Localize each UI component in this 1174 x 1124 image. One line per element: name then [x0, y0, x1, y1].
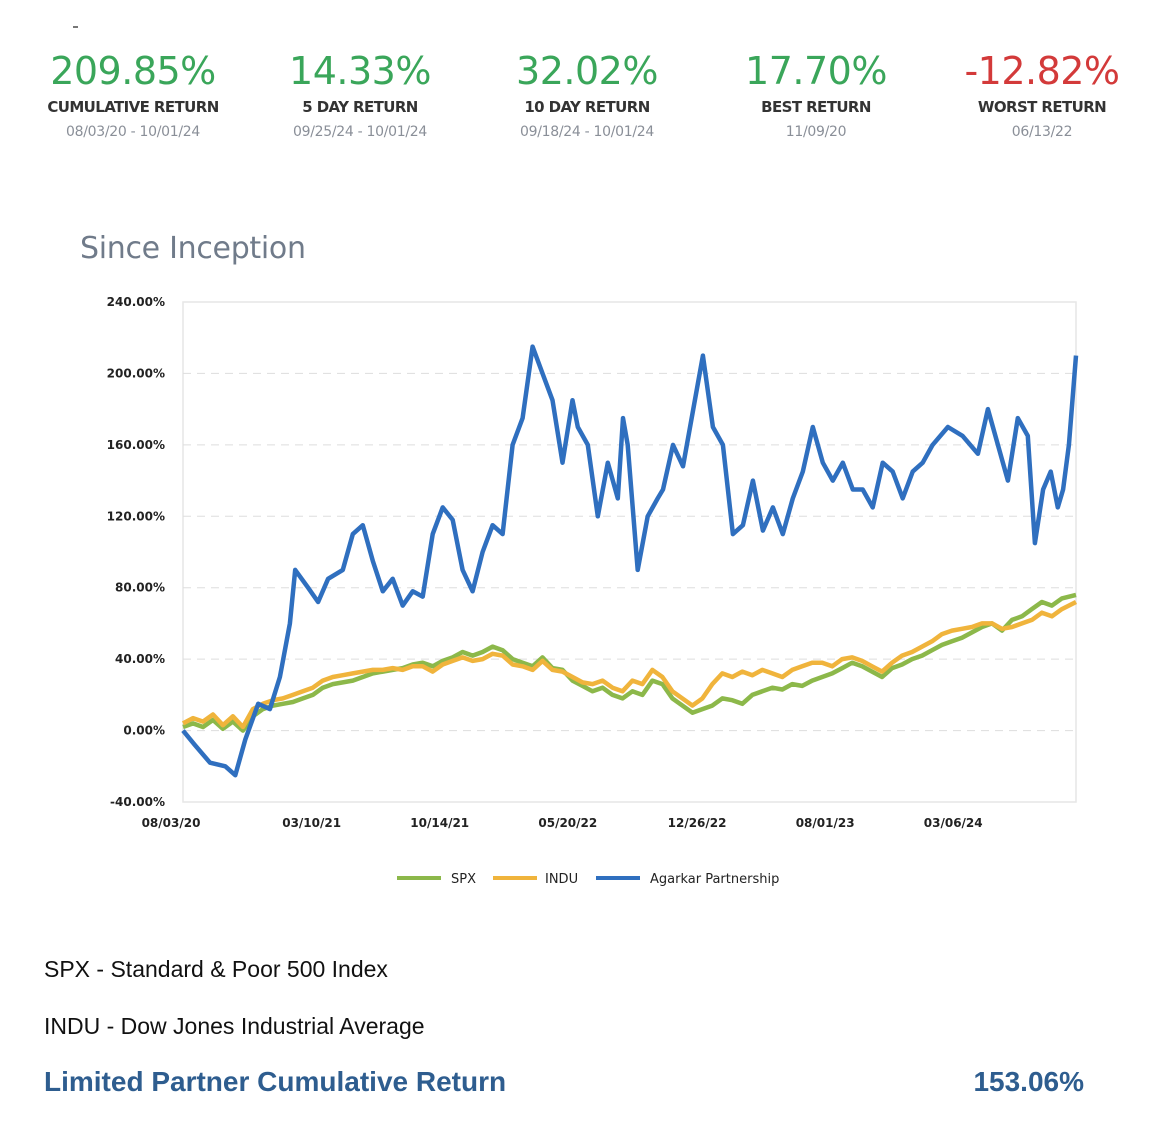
stat-label: WORST RETURN [977, 98, 1107, 116]
limited-partner-value: 153.06% [973, 1066, 1084, 1097]
stat-best-return: 17.70% BEST RETURN 11/09/20 [702, 48, 930, 140]
stats-row: 209.85% CUMULATIVE RETURN 08/03/20 - 10/… [0, 48, 1174, 158]
y-tick-label: 120.00% [107, 509, 165, 523]
performance-chart: -40.00% 0.00% 40.00% 80.00% 120.00% 160.00% 20… [107, 295, 1079, 887]
series-line-agarkar-partnership [181, 344, 1079, 778]
y-tick-label: 200.00% [107, 366, 165, 380]
stat-date: 08/03/20 - 10/01/24 [65, 124, 200, 140]
x-tick-label: 03/06/24 [924, 816, 983, 830]
footnote-indu: INDU - Dow Jones Industrial Average [44, 1013, 425, 1039]
y-tick-label: 80.00% [115, 581, 165, 595]
stat-date: 06/13/22 [1011, 124, 1073, 140]
stat-10-day-return: 32.02% 10 DAY RETURN 09/18/24 - 10/01/24 [473, 48, 701, 140]
stat-date: 09/25/24 - 10/01/24 [292, 124, 427, 140]
stat-date: 09/18/24 - 10/01/24 [519, 124, 654, 140]
stat-5-day-return: 14.33% 5 DAY RETURN 09/25/24 - 10/01/24 [246, 48, 474, 140]
series-line-spx [182, 592, 1077, 733]
legend-label: SPX [451, 872, 476, 887]
x-tick-label: 05/20/22 [538, 816, 597, 830]
limited-partner-label: Limited Partner Cumulative Return [44, 1066, 507, 1097]
stat-value: 209.85% [50, 49, 216, 93]
y-tick-label: 240.00% [107, 295, 165, 309]
stat-value: 17.70% [745, 49, 887, 93]
stat-label: BEST RETURN [761, 98, 871, 116]
stat-cumulative-return: 209.85% CUMULATIVE RETURN 08/03/20 - 10/… [19, 48, 247, 140]
stat-worst-return: -12.82% WORST RETURN 06/13/22 [928, 48, 1156, 140]
section-title: Since Inception [80, 231, 306, 266]
legend: SPX INDU Agarkar Partnership [397, 872, 779, 887]
legend-label: Agarkar Partnership [650, 872, 779, 887]
plot-frame [182, 301, 1077, 803]
stat-label: CUMULATIVE RETURN [47, 98, 219, 116]
x-tick-label: 10/14/21 [410, 816, 469, 830]
x-tick-label: 08/01/23 [796, 816, 855, 830]
series-line-indu [181, 599, 1078, 730]
stat-value: 32.02% [516, 49, 658, 93]
legend-label: INDU [545, 872, 578, 887]
axis-layer: -40.00% 0.00% 40.00% 80.00% 120.00% 160.00% 20… [107, 295, 983, 830]
footnote-spx: SPX - Standard & Poor 500 Index [44, 956, 388, 982]
stat-label: 5 DAY RETURN [302, 98, 418, 116]
stat-label: 10 DAY RETURN [524, 98, 650, 116]
x-tick-label: 08/03/20 [142, 816, 201, 830]
series-layer [181, 344, 1079, 778]
y-tick-label: 0.00% [123, 724, 165, 738]
grid-layer [182, 301, 1077, 803]
x-tick-label: 12/26/22 [668, 816, 727, 830]
y-tick-label: 160.00% [107, 438, 165, 452]
limited-partner-row: Limited Partner Cumulative Return 153.06… [44, 1066, 1084, 1106]
y-tick-label: -40.00% [110, 795, 165, 809]
top-dash-mark [73, 26, 78, 28]
y-tick-label: 40.00% [115, 652, 165, 666]
stat-date: 11/09/20 [785, 124, 847, 140]
stat-value: -12.82% [964, 49, 1120, 93]
x-tick-label: 03/10/21 [282, 816, 341, 830]
stat-value: 14.33% [289, 49, 431, 93]
